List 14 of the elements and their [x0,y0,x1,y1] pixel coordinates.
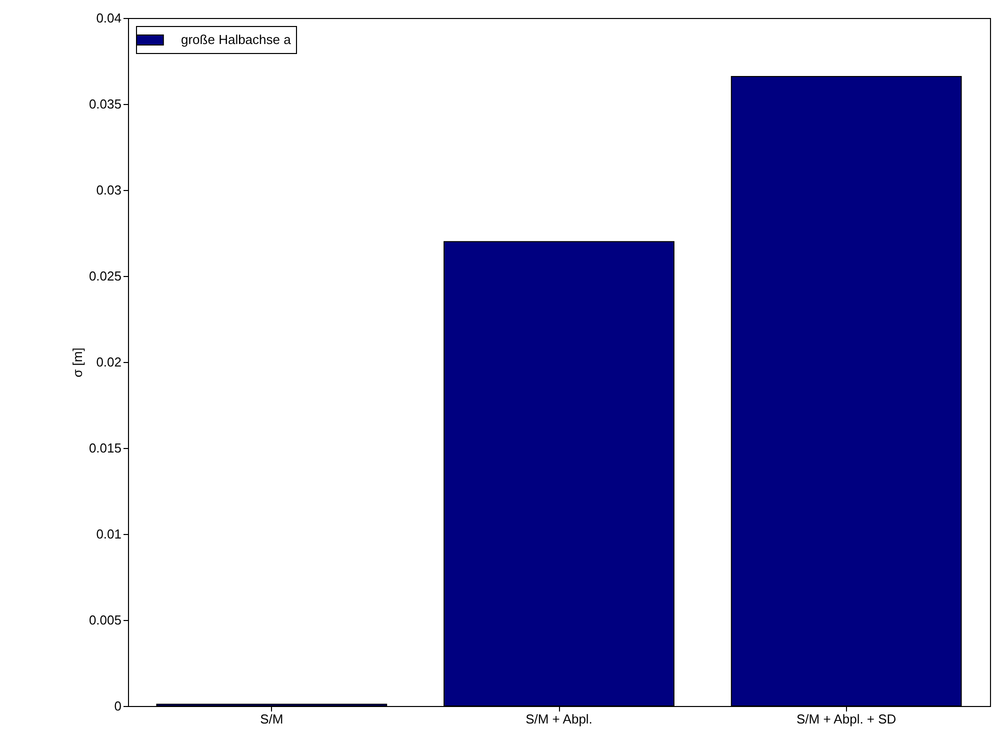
y-tick-label: 0.015 [88,440,122,456]
y-tick-label: 0.01 [96,526,122,542]
x-tick-label: S/M [260,712,284,726]
y-tick-label: 0.03 [96,182,122,198]
y-tick-label: 0.035 [88,96,122,112]
y-tick-label: 0.02 [96,354,122,370]
legend-label: große Halbachse a [181,32,292,47]
x-tick-label: S/M + Abpl. [526,712,592,726]
y-tick-label: 0 [114,698,122,714]
y-tick-label: 0.04 [96,10,122,26]
x-tick-label: S/M + Abpl. + SD [796,712,896,726]
y-tick-label: 0.005 [88,612,122,628]
y-axis-title: σ [m] [70,348,85,378]
y-tick-label: 0.025 [88,268,122,284]
